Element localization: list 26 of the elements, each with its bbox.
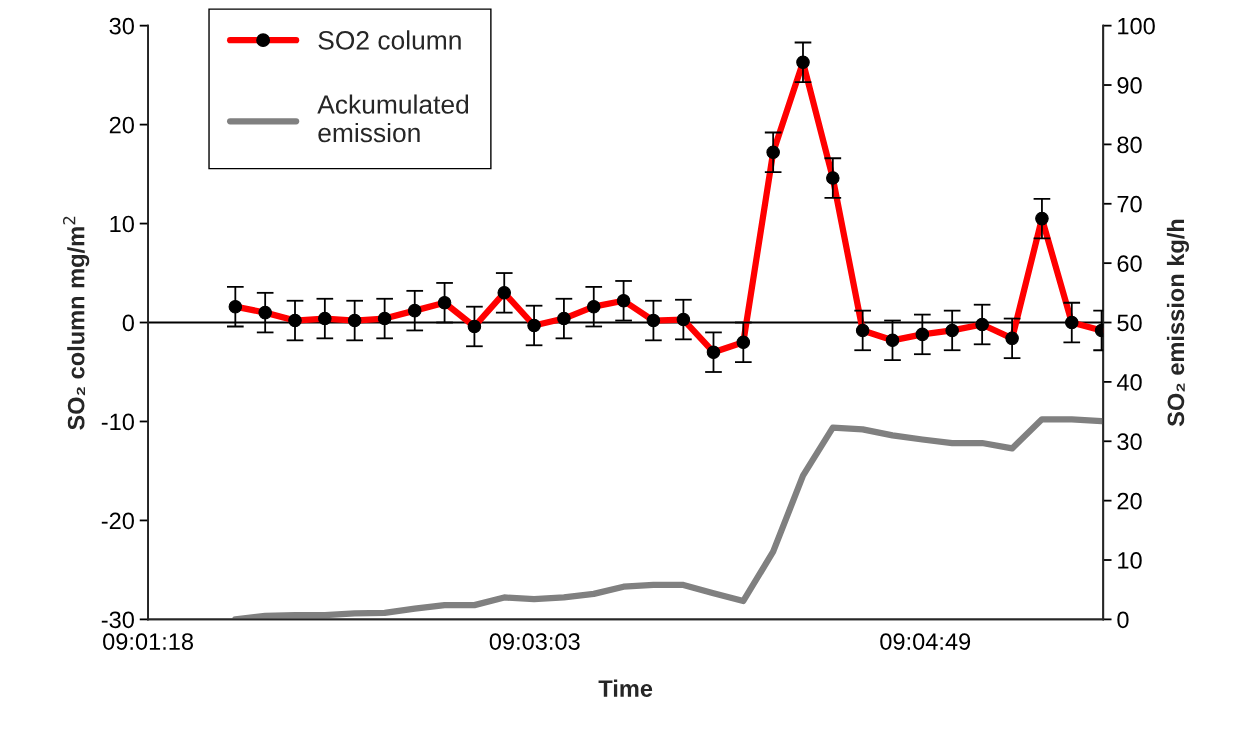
y-tick-label: 30 — [109, 17, 134, 35]
y-tick-label: 0 — [122, 314, 134, 332]
y2-tick-label: 40 — [1116, 373, 1142, 391]
x-axis-title: Time — [598, 679, 653, 697]
legend-label: Ackumulated emission — [317, 94, 469, 143]
legend-label: SO2 column — [318, 30, 461, 50]
y-tick-label: -10 — [101, 413, 134, 431]
y2-axis-title: SO₂ emission kg/h — [1166, 219, 1189, 427]
y2-tick-label: 100 — [1118, 17, 1155, 35]
y2-tick-label: 0 — [1117, 611, 1129, 629]
y-tick-label: -30 — [101, 611, 134, 629]
x-tick-label: 09:01:18 — [103, 633, 194, 650]
y-tick-label: 10 — [110, 215, 134, 233]
y2-tick-label: 30 — [1117, 433, 1142, 451]
y2-tick-label: 80 — [1117, 136, 1142, 154]
y-tick-label: -20 — [101, 512, 134, 530]
x-tick-label: 09:04:49 — [880, 633, 971, 650]
y-axis-title: SO₂ column mg/m$^{2}$ — [62, 216, 90, 430]
y2-tick-label: 70 — [1117, 195, 1142, 213]
y2-tick-label: 10 — [1118, 552, 1142, 569]
y2-tick-label: 90 — [1117, 77, 1142, 94]
y2-tick-label: 60 — [1117, 255, 1142, 272]
y-tick-label: 20 — [109, 116, 134, 134]
x-tick-label: 09:03:03 — [489, 633, 580, 650]
y2-tick-label: 50 — [1117, 314, 1142, 332]
y2-tick-label: 20 — [1117, 492, 1142, 510]
